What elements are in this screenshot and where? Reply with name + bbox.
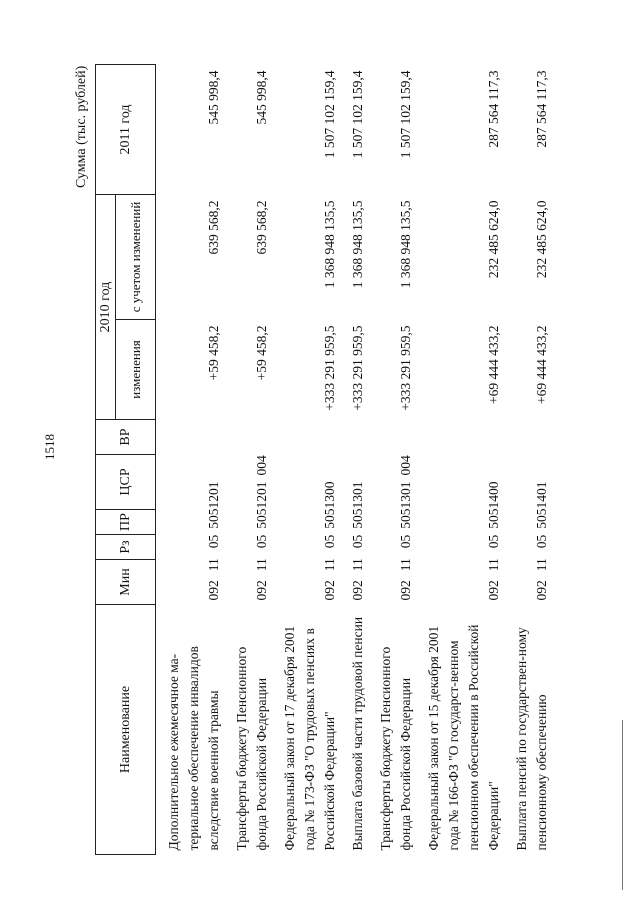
code-rz: 11 [206,558,221,572]
row-name: Выплата пенсий по государствен-ному пенс… [514,627,549,851]
page-number: 1518 [42,434,57,460]
table-row: Выплата пенсий по государствен-ному пенс… [504,65,552,855]
row-codes: 092 11 05 5051301 004 [368,420,416,605]
budget-table: Наименование Мин Рз ПР ЦСР ВР 2010 год 2… [95,64,552,855]
row-changes: +333 291 959,5 [350,325,365,411]
code-pr: 05 [350,534,365,549]
header-2010: 2010 год [95,194,116,420]
code-min: 092 [206,580,221,601]
row-with-changes: 232 485 624,0 [486,200,501,279]
header-rz: Рз [95,534,156,560]
code-csr: 5051201 [254,481,269,529]
code-csr: 5051201 [206,481,221,529]
row-with-changes: 1 368 948 135,5 [398,200,413,289]
table-row: Трансферты бюджету Пенсионного фонда Рос… [368,65,416,855]
header-name: Наименование [95,604,156,855]
row-name: Выплата базовой части трудовой пенсии [350,616,365,851]
code-min: 092 [486,580,501,601]
header-with-changes: с учетом изменений [115,194,156,320]
code-rz: 11 [534,558,549,572]
header-min: Мин [95,559,156,605]
code-csr: 5051300 [322,481,337,529]
row-codes: 092 11 05 5051300 [272,420,340,605]
row-2011: 1 507 102 159,4 [350,70,365,159]
row-codes: 092 11 05 5051301 [340,420,368,605]
row-changes: +333 291 959,5 [398,325,413,411]
code-csr: 5051401 [534,481,549,529]
row-changes: +59 458,2 [206,325,221,381]
row-codes: 092 11 05 5051400 [416,420,504,605]
code-min: 092 [254,580,269,601]
code-pr: 05 [206,534,221,549]
row-2011: 545 998,4 [254,70,269,125]
header-pr: ПР [95,509,156,535]
code-min: 092 [322,580,337,601]
row-with-changes: 1 368 948 135,5 [350,200,365,289]
code-csr: 5051301 [398,481,413,529]
code-pr: 05 [322,534,337,549]
table-row: Выплата базовой части трудовой пенсии 092… [340,65,368,855]
row-changes: +333 291 959,5 [322,325,337,411]
code-pr: 05 [398,534,413,549]
code-csr: 5051301 [350,481,365,529]
code-min: 092 [398,580,413,601]
code-min: 092 [534,580,549,601]
code-pr: 05 [534,534,549,549]
code-vr: 004 [398,455,413,476]
code-pr: 05 [486,534,501,549]
table-row: Федеральный закон от 15 декабря 2001 год… [416,65,504,855]
row-2011: 1 507 102 159,4 [322,70,337,159]
footer-rule [622,720,623,890]
row-name: Трансферты бюджету Пенсионного фонда Рос… [234,646,269,851]
row-codes: 092 11 05 5051201 [156,420,225,605]
code-rz: 11 [398,558,413,572]
row-changes: +69 444 433,2 [534,325,549,405]
row-name: Дополнительное ежемесячное ма-териальное… [166,646,221,851]
row-2011: 287 564 117,3 [534,70,549,148]
code-pr: 05 [254,534,269,549]
row-name: Трансферты бюджету Пенсионного фонда Рос… [378,646,413,851]
row-codes: 092 11 05 5051201 004 [224,420,272,605]
row-2011: 545 998,4 [206,70,221,125]
header-changes: изменения [115,319,156,420]
code-vr: 004 [254,455,269,476]
units-label: Сумма (тыс. рублей) [74,65,89,188]
code-csr: 5051400 [486,481,501,529]
row-changes: +69 444 433,2 [486,325,501,405]
row-name: Федеральный закон от 15 декабря 2001 год… [426,624,501,851]
table-row: Трансферты бюджету Пенсионного фонда Рос… [224,65,272,855]
row-with-changes: 639 568,2 [206,200,221,255]
table-row: Федеральный закон от 17 декабря 2001 год… [272,65,340,855]
header-2011: 2011 год [95,64,156,195]
code-rz: 11 [350,558,365,572]
code-rz: 11 [254,558,269,572]
code-rz: 11 [486,558,501,572]
row-2011: 1 507 102 159,4 [398,70,413,159]
code-rz: 11 [322,558,337,572]
row-with-changes: 1 368 948 135,5 [322,200,337,289]
header-csr: ЦСР [95,454,156,510]
row-codes: 092 11 05 5051401 [504,420,552,605]
row-2011: 287 564 117,3 [486,70,501,148]
row-with-changes: 639 568,2 [254,200,269,255]
header-vr: ВР [95,419,156,455]
table-row: Дополнительное ежемесячное ма-териальное… [156,65,225,855]
row-with-changes: 232 485 624,0 [534,200,549,279]
row-name: Федеральный закон от 17 декабря 2001 год… [282,625,337,851]
code-min: 092 [350,580,365,601]
row-changes: +59 458,2 [254,325,269,381]
